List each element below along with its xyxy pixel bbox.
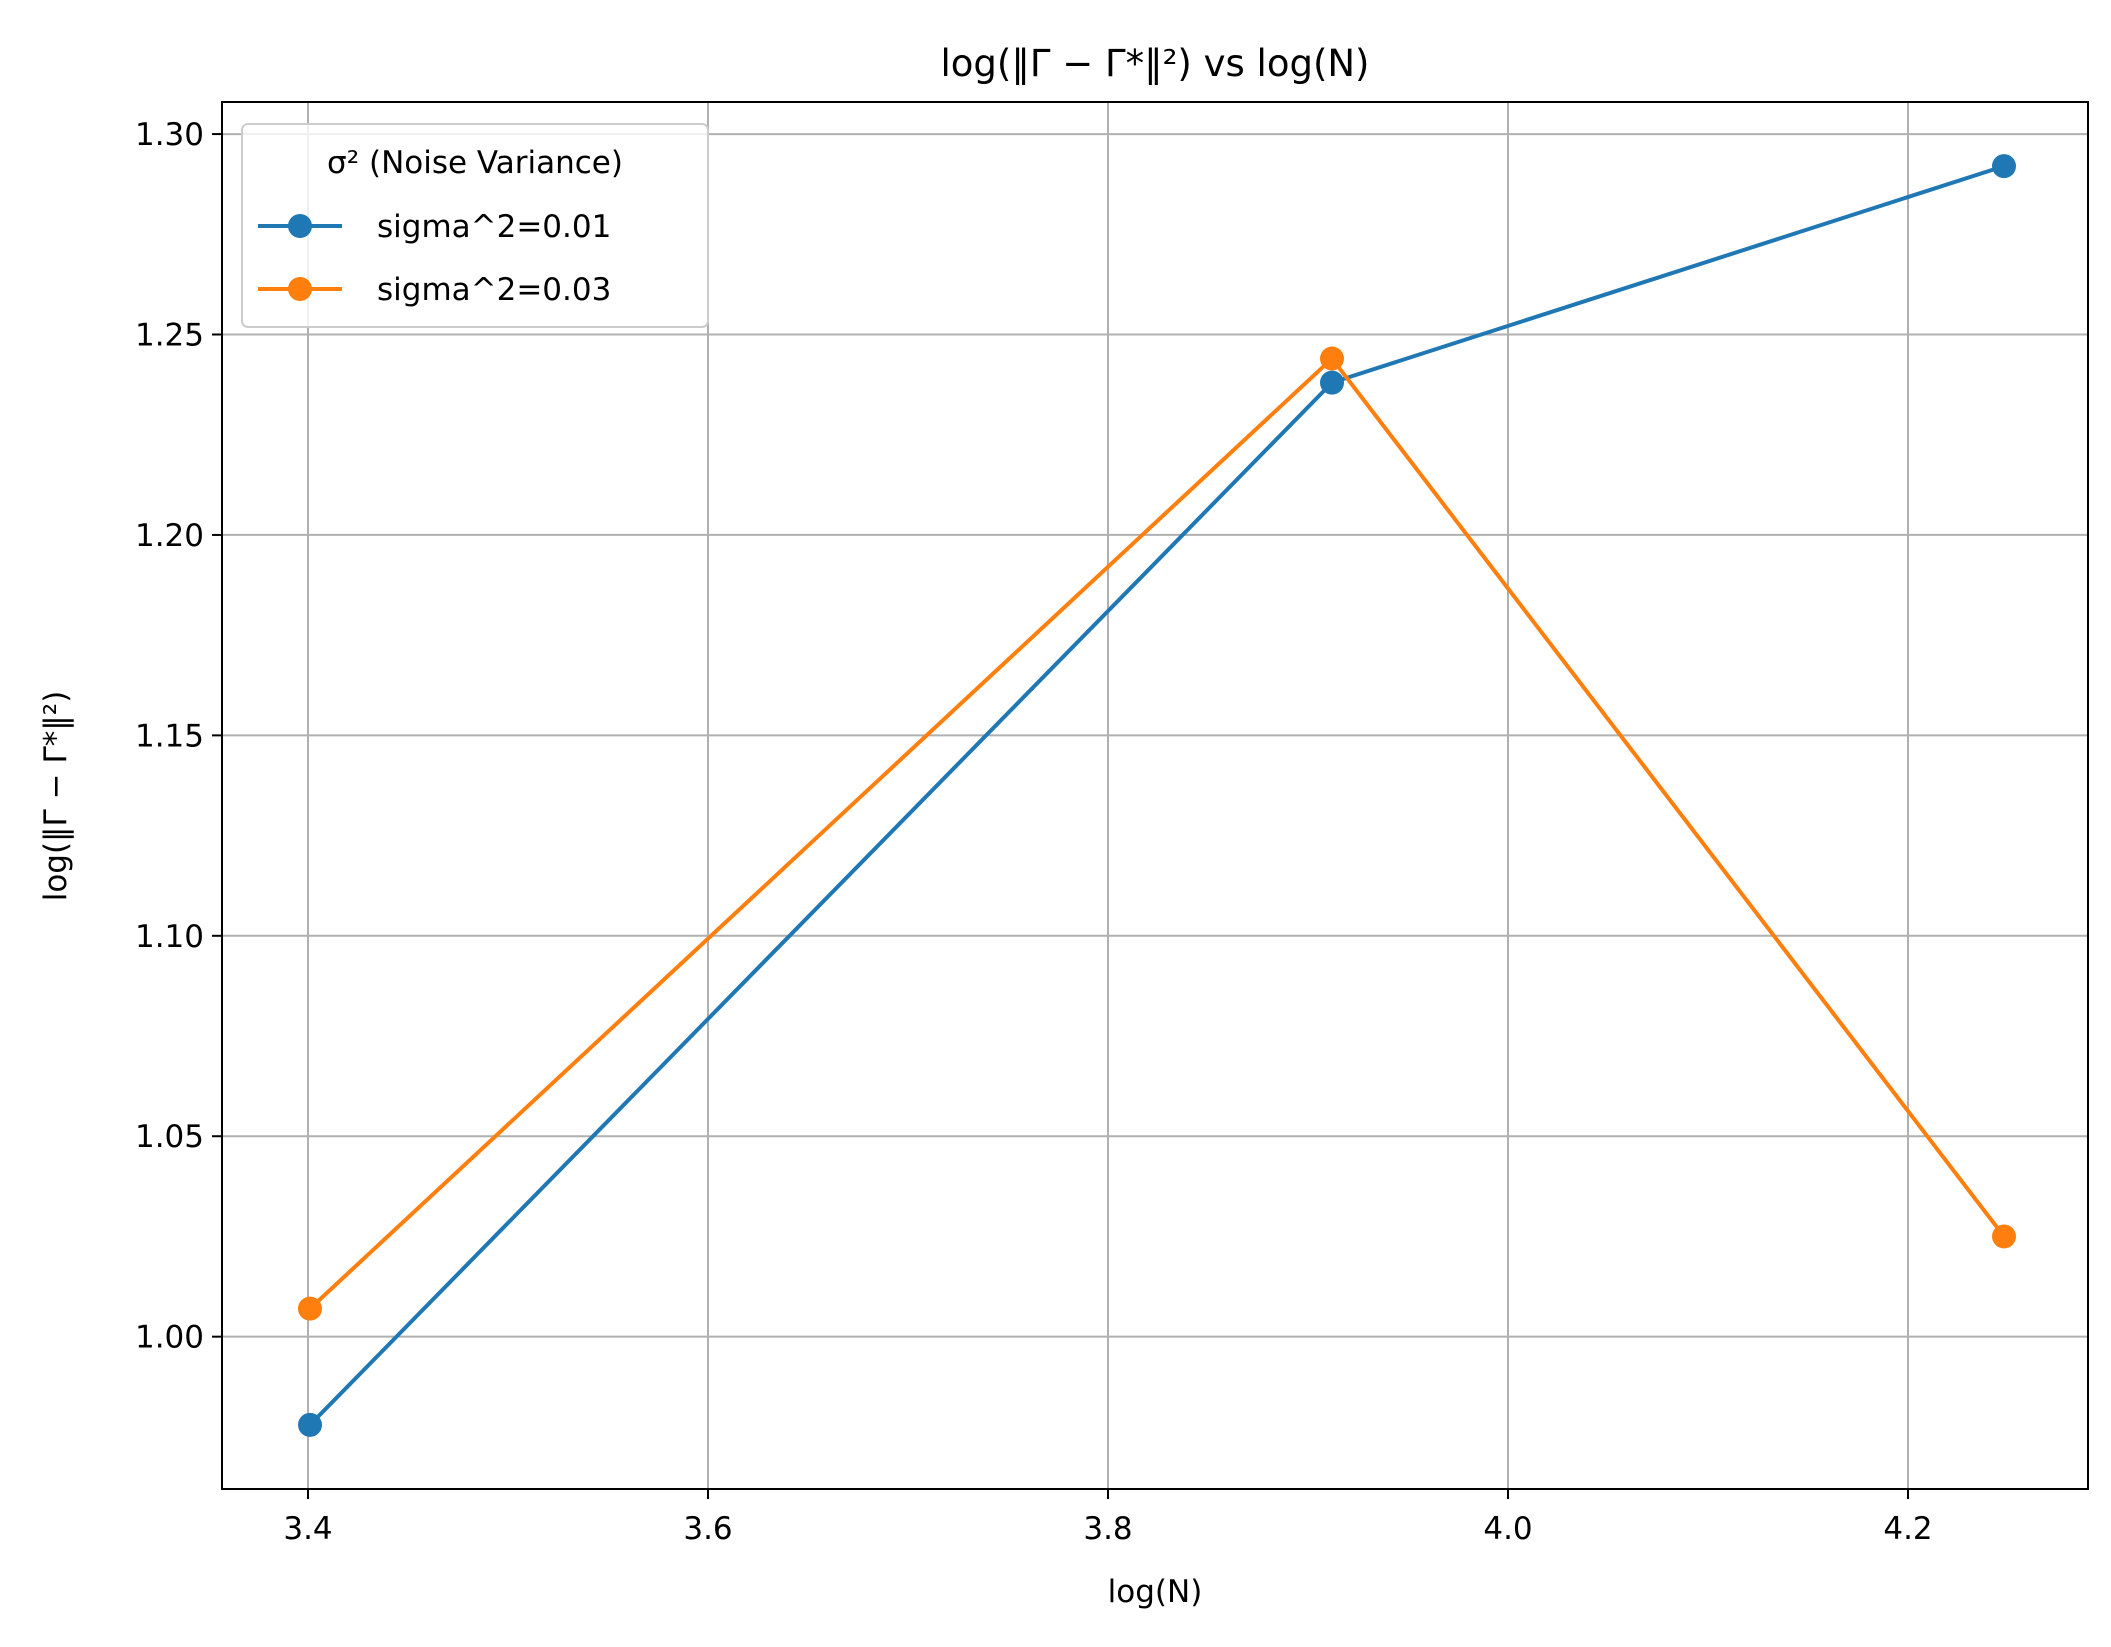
data-point <box>1992 154 2016 179</box>
series-1 <box>298 154 2016 1437</box>
y-axis-label: log(‖Γ − Γ*‖²) <box>38 691 74 902</box>
legend-label-series-2: sigma^2=0.03 <box>377 272 611 308</box>
series-line <box>308 164 2005 1427</box>
x-tick-label: 3.8 <box>1083 1511 1132 1547</box>
legend: σ² (Noise Variance) sigma^2=0.01 sigma^2… <box>241 123 709 328</box>
legend-marker-series-2 <box>288 277 312 301</box>
x-tick-label: 3.4 <box>283 1511 332 1547</box>
legend-title: σ² (Noise Variance) <box>327 145 623 181</box>
y-tick-label: 1.00 <box>135 1320 204 1356</box>
legend-marker-series-1 <box>288 214 312 238</box>
x-tick-label: 4.0 <box>1483 1511 1532 1547</box>
data-point <box>1320 346 1344 371</box>
plot-area-frame <box>221 101 2089 1490</box>
data-point <box>298 1412 322 1437</box>
y-tick-label: 1.30 <box>135 117 204 153</box>
data-point <box>1992 1224 2016 1249</box>
data-point <box>1320 370 1344 395</box>
y-tick-label: 1.05 <box>135 1119 204 1155</box>
legend-label-series-1: sigma^2=0.01 <box>377 209 611 245</box>
y-tick-label: 1.25 <box>135 318 204 354</box>
y-tick-label: 1.10 <box>135 919 204 955</box>
axis-ticks: 3.4 3.6 3.8 4.0 4.2 1.00 1.05 1.10 1.15 1.20 1.25 1… <box>135 117 1933 1547</box>
data-point <box>298 1296 322 1321</box>
y-tick-label: 1.20 <box>135 518 204 554</box>
series-2 <box>298 346 2016 1321</box>
x-tick-label: 3.6 <box>683 1511 732 1547</box>
y-tick-label: 1.15 <box>135 718 204 754</box>
series-layer <box>298 154 2016 1437</box>
legend-box <box>241 123 709 328</box>
chart-title: log(‖Γ − Γ*‖²) vs log(N) <box>940 42 1369 85</box>
x-tick-label: 4.2 <box>1883 1511 1932 1547</box>
x-axis-label: log(N) <box>1108 1574 1203 1610</box>
